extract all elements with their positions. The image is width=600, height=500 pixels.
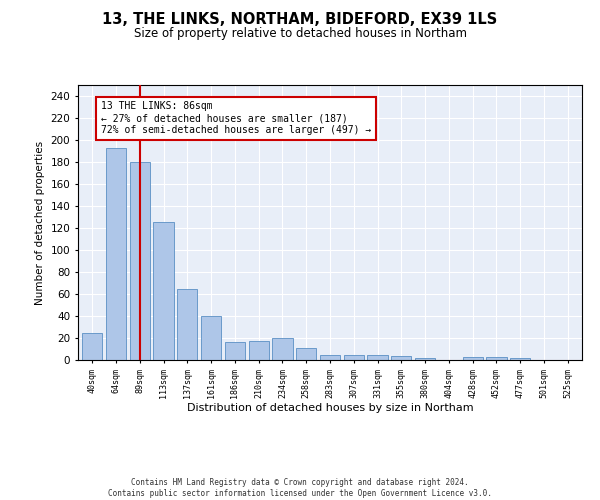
- Bar: [201, 316, 221, 360]
- Text: 13 THE LINKS: 86sqm
← 27% of detached houses are smaller (187)
72% of semi-detac: 13 THE LINKS: 86sqm ← 27% of detached ho…: [101, 102, 371, 134]
- Bar: [296, 348, 316, 360]
- Bar: [106, 148, 126, 360]
- Bar: [154, 222, 173, 360]
- Bar: [415, 358, 435, 360]
- Bar: [344, 354, 364, 360]
- Text: 13, THE LINKS, NORTHAM, BIDEFORD, EX39 1LS: 13, THE LINKS, NORTHAM, BIDEFORD, EX39 1…: [103, 12, 497, 28]
- Y-axis label: Number of detached properties: Number of detached properties: [35, 140, 45, 304]
- Bar: [225, 342, 245, 360]
- Bar: [487, 356, 506, 360]
- Bar: [367, 354, 388, 360]
- Text: Contains HM Land Registry data © Crown copyright and database right 2024.
Contai: Contains HM Land Registry data © Crown c…: [108, 478, 492, 498]
- Bar: [463, 356, 483, 360]
- Bar: [391, 356, 412, 360]
- Bar: [320, 354, 340, 360]
- Bar: [177, 288, 197, 360]
- Bar: [272, 338, 293, 360]
- X-axis label: Distribution of detached houses by size in Northam: Distribution of detached houses by size …: [187, 403, 473, 413]
- Bar: [248, 342, 269, 360]
- Text: Size of property relative to detached houses in Northam: Size of property relative to detached ho…: [133, 28, 467, 40]
- Bar: [82, 332, 103, 360]
- Bar: [510, 358, 530, 360]
- Bar: [130, 162, 150, 360]
